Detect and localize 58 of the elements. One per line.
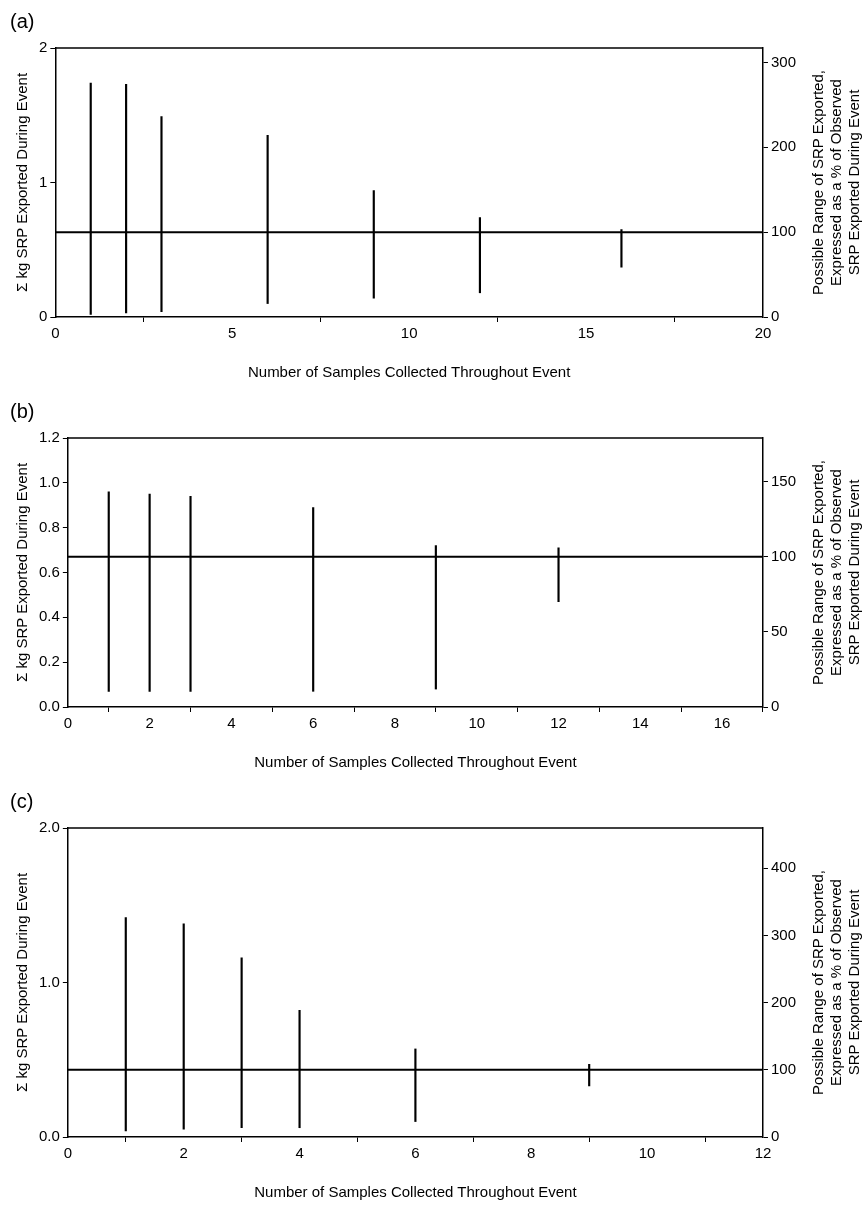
y2-axis-title: Possible Range of SRP Exported, Expressed as a % of Observed SRP Exported During Event — [808, 870, 862, 1095]
x-tick-label: 12 — [550, 714, 567, 732]
y2-tick-label: 150 — [770, 471, 796, 489]
x-tick-label: 8 — [390, 714, 400, 732]
x-tick-label: 4 — [227, 714, 236, 732]
y2-tick-label: 200 — [770, 137, 796, 155]
y-tick-label: 2.0 — [38, 818, 60, 836]
y2-axis-title: Possible Range of SRP Exported, Expressed as a % of Observed SRP Exported During Event — [808, 70, 862, 295]
x-tick-label: 2 — [179, 1144, 188, 1162]
y2-tick-label: 0 — [770, 697, 780, 715]
y2-tick-label: 300 — [770, 52, 796, 70]
y-tick-label: 0.0 — [38, 1127, 60, 1145]
y-tick-label: 1.0 — [38, 472, 60, 490]
y-axis-title: Σ kg SRP Exported During Event — [13, 72, 31, 293]
y2-tick-label: 100 — [770, 1059, 796, 1077]
x-tick-label: 15 — [577, 324, 595, 342]
y-tick-label: 0.4 — [38, 607, 60, 625]
y-tick-label: 0 — [39, 307, 48, 325]
chart-title: (b) — [10, 399, 35, 422]
y-axis-title: Σ kg SRP Exported During Event — [13, 872, 31, 1093]
x-axis-title: Number of Samples Collected Throughout Event — [254, 753, 578, 771]
x-tick-label: 6 — [309, 714, 318, 732]
x-tick-label: 5 — [228, 324, 237, 342]
y-tick-label: 0.0 — [38, 697, 60, 715]
x-tick-label: 10 — [638, 1144, 656, 1162]
x-axis-title: Number of Samples Collected Throughout Event — [254, 1183, 578, 1201]
x-tick-label: 10 — [468, 714, 486, 732]
chart-title: (a) — [10, 9, 35, 32]
x-tick-label: 8 — [527, 1144, 536, 1162]
y-tick-label: 2 — [39, 38, 48, 56]
y-tick-label: 1 — [39, 172, 48, 190]
x-tick-label: 10 — [400, 324, 418, 342]
y2-tick-label: 100 — [770, 546, 796, 564]
x-tick-label: 6 — [411, 1144, 420, 1162]
y-tick-label: 1.0 — [38, 972, 60, 990]
x-tick-label: 2 — [145, 714, 154, 732]
x-tick-label: 14 — [631, 714, 649, 732]
y2-axis-title: Possible Range of SRP Exported, Expressed as a % of Observed SRP Exported During Event — [808, 460, 862, 685]
x-axis-title: Number of Samples Collected Throughout Event — [247, 363, 572, 381]
chart-title: (c) — [10, 789, 34, 812]
y-tick-label: 0.2 — [38, 652, 60, 670]
y-tick-label: 0.6 — [38, 562, 60, 580]
y2-tick-label: 50 — [770, 622, 788, 639]
y2-tick-label: 400 — [770, 858, 796, 876]
x-tick-label: 20 — [754, 324, 772, 342]
y2-tick-label: 200 — [770, 992, 796, 1010]
x-tick-label: 16 — [713, 714, 731, 732]
x-tick-label: 0 — [63, 714, 73, 732]
y2-tick-label: 0 — [770, 307, 780, 325]
y2-tick-label: 100 — [770, 222, 796, 240]
y-tick-label: 1.2 — [38, 428, 60, 446]
x-tick-label: 12 — [754, 1144, 772, 1162]
y-tick-label: 0.8 — [38, 517, 60, 535]
x-tick-label: 0 — [63, 1144, 73, 1162]
y2-tick-label: 0 — [770, 1127, 780, 1145]
y2-tick-label: 300 — [770, 925, 796, 943]
y-axis-title: Σ kg SRP Exported During Event — [13, 462, 31, 683]
x-tick-label: 4 — [295, 1144, 304, 1162]
